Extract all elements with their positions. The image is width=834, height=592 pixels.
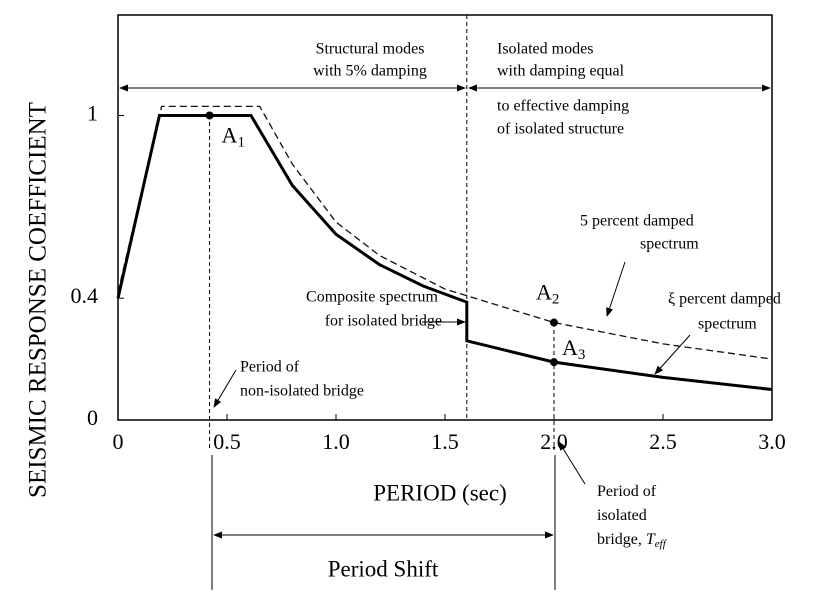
point-label: A3 xyxy=(562,335,585,363)
annotation: to effective damping xyxy=(497,98,629,115)
x-tick-label: 2.5 xyxy=(649,429,677,454)
arrow xyxy=(213,369,237,408)
arrow xyxy=(654,334,691,375)
annotation: with damping equal xyxy=(497,63,625,80)
series-line xyxy=(116,113,773,392)
y-tick-label: 1 xyxy=(87,101,98,126)
annotation: Composite spectrum xyxy=(306,289,439,306)
point-subscript: 2 xyxy=(552,292,560,308)
point-label: A2 xyxy=(536,280,559,308)
annotation: Structural modes xyxy=(316,41,425,58)
x-tick-label: 1.0 xyxy=(322,429,350,454)
period-shift-label: Period Shift xyxy=(328,556,439,581)
annotation: 5 percent damped xyxy=(580,213,694,230)
annotation: non-isolated bridge xyxy=(240,383,364,400)
y-axis-label: SEISMIC RESPONSE COEFFICIENT xyxy=(25,102,52,498)
annotation: with 5% damping xyxy=(313,63,427,80)
arrow xyxy=(558,441,586,485)
annotation: bridge, Teff xyxy=(597,531,668,550)
x-tick-label: 0 xyxy=(113,429,124,454)
x-tick-label: 1.5 xyxy=(431,429,459,454)
point-letter: A xyxy=(562,335,578,360)
annotation: spectrum xyxy=(698,316,757,333)
annotation: of isolated structure xyxy=(497,121,624,138)
annotation: for isolated bridge xyxy=(325,313,442,330)
point-subscript: 3 xyxy=(578,348,586,364)
annotation: Isolated modes xyxy=(497,41,593,58)
y-tick-label: 0.4 xyxy=(71,283,99,308)
point-letter: A xyxy=(222,123,238,148)
annotation: Period of xyxy=(240,359,300,376)
x-axis-label: PERIOD (sec) xyxy=(373,480,507,505)
point xyxy=(205,111,214,120)
y-tick-label: 0 xyxy=(87,405,98,430)
annotation: ξ percent damped xyxy=(668,291,781,308)
annotation-line: isolated xyxy=(597,507,647,524)
point-subscript: 1 xyxy=(237,135,245,151)
arrow xyxy=(606,261,626,317)
annotation-subscript: eff xyxy=(655,538,668,550)
x-tick-label: 2.0 xyxy=(540,429,568,454)
annotation: Period of xyxy=(597,483,657,500)
series-line xyxy=(117,105,773,360)
point xyxy=(550,318,558,327)
x-tick-label: 3.0 xyxy=(758,429,786,454)
annotation-symbol: T xyxy=(646,531,656,548)
point xyxy=(550,358,558,367)
annotation-line: bridge, xyxy=(597,531,642,548)
x-tick-label: 0.5 xyxy=(213,429,241,454)
point-letter: A xyxy=(536,280,552,305)
annotation: spectrum xyxy=(640,236,699,253)
annotation-line: Period of xyxy=(597,483,657,500)
annotation: isolated xyxy=(597,507,647,524)
point-label: A1 xyxy=(222,123,245,151)
